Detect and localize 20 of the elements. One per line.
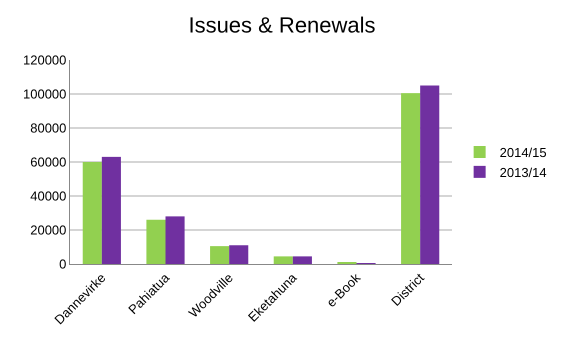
bar: [401, 93, 420, 264]
y-tick-label: 0: [59, 256, 66, 272]
y-tick-label: 120000: [23, 52, 66, 68]
y-tick-label: 20000: [30, 222, 66, 238]
legend-label: 2014/15: [500, 145, 547, 160]
legend-label: 2013/14: [500, 164, 547, 180]
bar: [210, 246, 230, 264]
y-tick-label: 100000: [23, 86, 66, 102]
y-tick-label: 60000: [30, 154, 66, 170]
bar: [82, 162, 102, 264]
bar: [229, 245, 248, 264]
bar: [146, 220, 166, 264]
bar: [166, 216, 185, 264]
y-tick-label: 40000: [30, 188, 66, 204]
bar: [292, 256, 312, 264]
bar: [102, 156, 121, 264]
bar: [274, 256, 293, 264]
bar: [420, 86, 440, 264]
chart-title: Issues & Renewals: [188, 12, 376, 38]
y-tick-label: 80000: [30, 120, 66, 136]
